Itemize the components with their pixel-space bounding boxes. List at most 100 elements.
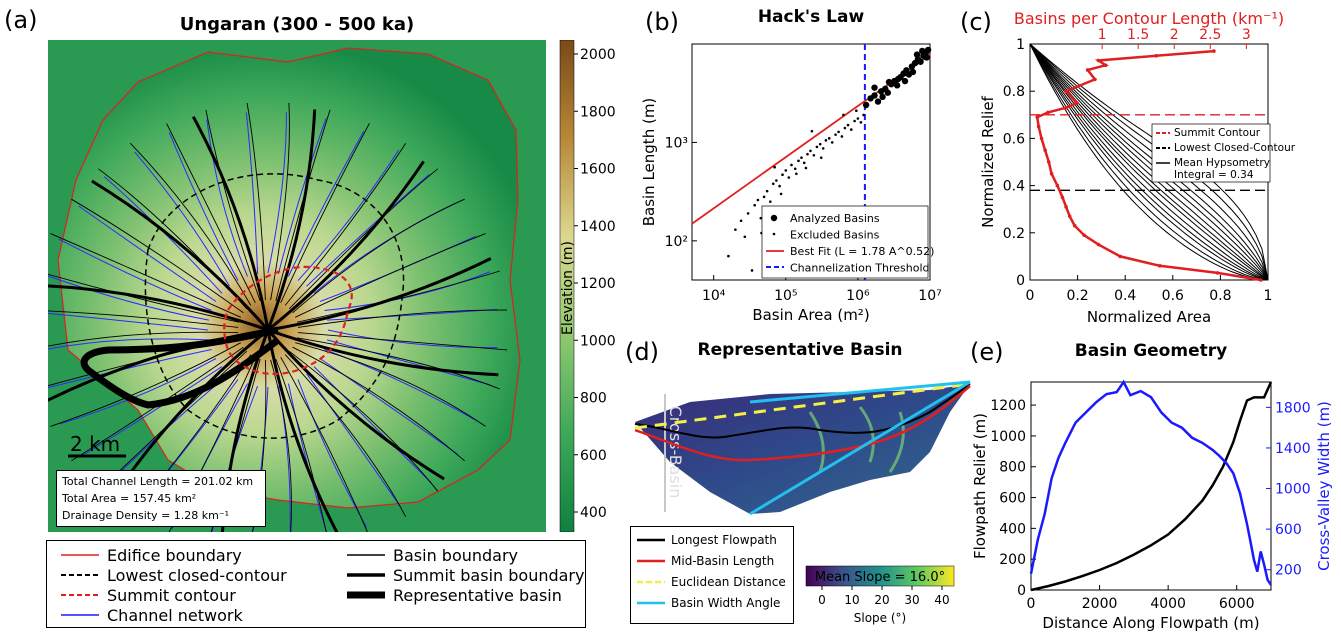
- chart-b-xtick-label: 10⁷: [918, 288, 941, 304]
- colorbar-tick-label: 1600: [580, 162, 616, 178]
- chart-b-excluded-point: [824, 139, 828, 142]
- total-channel-length: Total Channel Length = 201.02 km: [62, 475, 254, 488]
- chart-b-ytick-label: 10³: [665, 135, 688, 151]
- legend-label: Edifice boundary: [107, 546, 242, 565]
- summit-basin-boundaries: [48, 109, 499, 532]
- chart-b-excluded-point: [753, 203, 756, 207]
- chart-b-legend-swatch-analyzed: [770, 214, 778, 222]
- chart-b-excluded-point: [804, 166, 808, 170]
- chart-b-excluded-point: [727, 254, 730, 258]
- chart-c-hypsometric-curve: [1029, 43, 1269, 281]
- chart-b-excluded-point: [759, 216, 763, 220]
- chart-c-top-xlabel: Basins per Contour Length (km⁻¹): [1014, 9, 1284, 28]
- chart-c-top-xtick-label: 2: [1170, 27, 1179, 43]
- basin-boundary-segment: [246, 102, 266, 301]
- chart-b-analyzed-point: [885, 78, 893, 86]
- basin-boundary-segment: [296, 337, 500, 390]
- panel-d-legend-label: Longest Flowpath: [671, 533, 777, 547]
- panel-a-title: Ungaran (300 - 500 ka): [179, 14, 415, 35]
- chart-b-excluded-point: [779, 192, 783, 196]
- chart-b-excluded-point: [769, 200, 772, 203]
- slope-colorbar: Mean Slope = 16.0° 0 10 20 30 40 Slope (°): [805, 565, 955, 625]
- chart-c-density-point: [1067, 214, 1072, 219]
- basin-boundary-segment: [71, 346, 244, 462]
- channel-segment: [319, 358, 458, 455]
- channel-segment: [288, 383, 328, 532]
- slope-colorbar-tick-label: 30: [904, 593, 919, 607]
- chart-b-excluded-point: [810, 129, 814, 133]
- channel-segment: [168, 132, 239, 281]
- basin-boundary-segment: [50, 233, 241, 318]
- longest-flowpath: [634, 383, 971, 439]
- chart-c-density-point: [1258, 278, 1263, 282]
- chart-c-density-point: [1085, 68, 1090, 72]
- chart-c-density-point: [1043, 148, 1047, 152]
- channel-segment: [313, 366, 433, 484]
- chart-e-y2tick-label: 200: [1275, 563, 1302, 579]
- chart-e-width-line: [1029, 379, 1273, 586]
- chart-e-ylabel: Flowpath Relief (m): [971, 413, 989, 559]
- chart-c-legend-box: [1151, 123, 1271, 183]
- chart-b-analyzed-point: [924, 46, 932, 54]
- slope-colorbar-gradient: [805, 565, 955, 587]
- chart-e-y2tick-label: 1400: [1275, 441, 1311, 457]
- basin-boundary-segment: [280, 356, 368, 532]
- chart-c-ylabel: Normalized Relief: [979, 95, 997, 227]
- chart-e-ytick-label: 400: [999, 521, 1026, 537]
- chart-b-xlabel: Basin Area (m²): [752, 306, 869, 324]
- chart-c-xtick-label: 0.8: [1209, 288, 1231, 304]
- chart-b-excluded-point: [846, 123, 850, 127]
- basin-boundary-segment: [296, 270, 500, 323]
- chart-c-density-point: [1103, 63, 1108, 68]
- basin-boundary-segment: [71, 198, 244, 314]
- chart-e-title: Basin Geometry: [1075, 341, 1227, 361]
- chart-c-density-point: [1049, 172, 1054, 176]
- chart-b-excluded-point: [784, 169, 788, 172]
- chart-b-analyzed-point: [917, 58, 924, 65]
- chart-c-density-point: [1215, 271, 1220, 275]
- basin-boundary-segment: [295, 342, 486, 427]
- chart-e-xtick-label: 0: [1027, 596, 1036, 612]
- chart-c-xtick-label: 0.2: [1066, 288, 1088, 304]
- chart-c-hypsometric-curve: [1029, 43, 1269, 281]
- chart-c-hypsometric-curve: [1029, 43, 1269, 281]
- chart-b-excluded-point: [734, 228, 737, 231]
- chart-e-xtick-label: 2000: [1082, 596, 1118, 612]
- panel-c-chart: Basins per Contour Length (km⁻¹)1 1.5 2 2.5…: [979, 9, 1296, 326]
- chart-e-xlabel: Distance Along Flowpath (m): [1042, 614, 1259, 632]
- basin-boundary-segment: [275, 358, 327, 532]
- chart-b-excluded-point: [818, 142, 822, 146]
- chart-c-density-point: [1064, 205, 1068, 209]
- chart-b-analyzed-point: [894, 75, 902, 83]
- channel-segment: [60, 358, 217, 425]
- basin-boundary-segment: [252, 359, 267, 532]
- legend-label: Basin boundary: [393, 546, 518, 565]
- basin-boundary-segment: [284, 354, 407, 518]
- legend-label: Channel network: [107, 606, 243, 625]
- chart-b-analyzed-point: [909, 68, 917, 76]
- chart-c-density-point: [1118, 254, 1122, 259]
- chart-e-ytick-label: 600: [999, 491, 1026, 507]
- chart-b-excluded-point: [756, 198, 760, 202]
- chart-b-legend-swatch-excluded: [772, 232, 776, 236]
- panel-d-legend-graphics: Longest Flowpath Mid-Basin Length Euclidea…: [637, 533, 786, 610]
- chart-c-density-point: [1046, 160, 1051, 164]
- chart-b-excluded-point: [775, 179, 778, 182]
- panel-letter-a: (a): [4, 6, 38, 34]
- chart-b-xtick-label: 10⁵: [774, 288, 797, 304]
- chart-b-excluded-point: [793, 167, 797, 171]
- chart-b-excluded-point: [750, 269, 754, 272]
- chart-c-hypsometric-curve: [1029, 43, 1269, 281]
- chart-b-legend-label: Best Fit (L = 1.78 A^0.52): [790, 245, 934, 258]
- chart-e-y2label: Cross-Valley Width (m): [1315, 401, 1333, 571]
- chart-c-xtick-label: 0: [1026, 288, 1035, 304]
- slope-colorbar-tick-label: 20: [874, 593, 889, 607]
- chart-c-top-xtick-label: 3: [1242, 27, 1251, 43]
- chart-c-top-xtick-label: 1.5: [1127, 27, 1149, 43]
- basin-boundary-segment: [288, 350, 439, 492]
- chart-b-analyzed-point: [871, 84, 878, 91]
- basin-boundary-segment: [292, 198, 465, 314]
- basin-boundary-segment: [297, 332, 508, 351]
- chart-b-excluded-point: [830, 141, 834, 144]
- slope-colorbar-tick-label: 10: [844, 593, 859, 607]
